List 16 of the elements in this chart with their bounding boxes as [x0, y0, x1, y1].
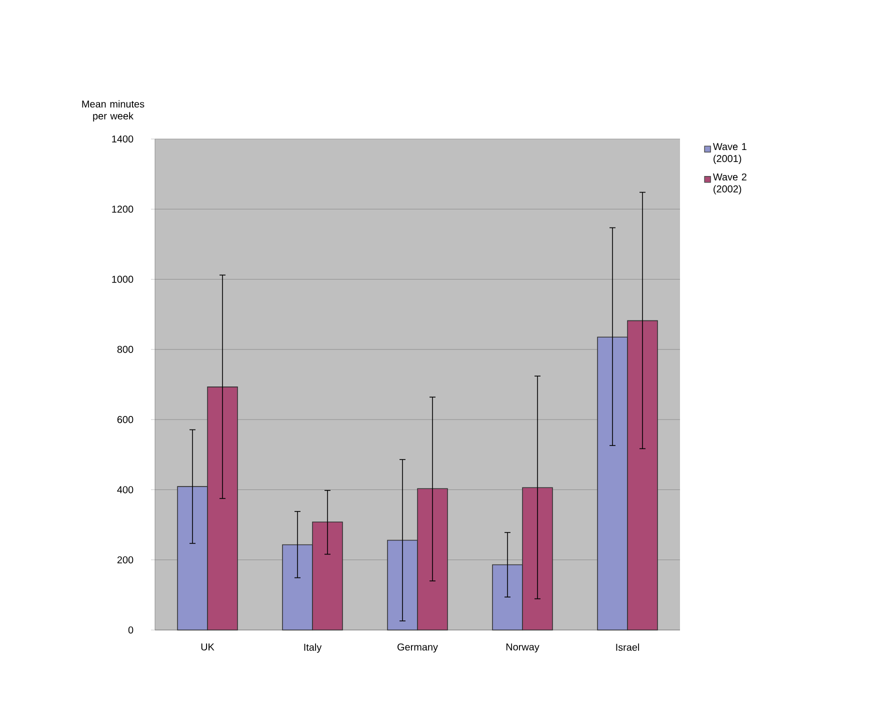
y-tick-label: 800 — [117, 346, 134, 353]
x-tick-label: Israel — [616, 643, 640, 651]
x-tick-label: Norway — [506, 643, 540, 652]
legend-label: Wave 1 (2001) — [713, 143, 746, 164]
y-axis-title: Mean minutes per week — [82, 100, 144, 122]
y-tick-label: 200 — [117, 556, 134, 564]
legend-label: Wave 2 (2002) — [713, 173, 746, 194]
y-tick-label: 600 — [117, 416, 134, 424]
x-tick-label: Italy — [304, 643, 322, 653]
x-tick-label: Germany — [398, 643, 438, 652]
y-tick-label: 1200 — [112, 206, 134, 213]
y-tick-label: 1400 — [112, 135, 134, 143]
y-tick-label: 0 — [128, 626, 134, 634]
y-tick-label: 400 — [117, 486, 134, 494]
x-tick-label: UK — [201, 643, 214, 650]
y-tick-label: 1000 — [112, 276, 134, 283]
